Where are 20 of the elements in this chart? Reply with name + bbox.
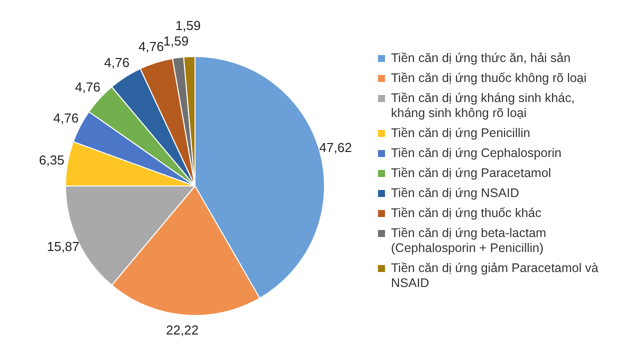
data-label: 1,59 bbox=[163, 33, 189, 48]
legend-label: Tiền căn dị ứng Cephalosporin bbox=[391, 146, 562, 160]
legend-label: Tiền căn dị ứng thuốc không rõ loại bbox=[391, 70, 587, 86]
legend-label: Tiền căn dị ứng giảm Paracetamol và NSAID bbox=[391, 260, 600, 290]
legend-label: Tiền căn dị ứng Paracetamol bbox=[391, 166, 552, 180]
data-label: 4,76 bbox=[138, 38, 164, 54]
legend-label: Tiền căn dị ứng thuốc khác bbox=[391, 206, 542, 220]
legend-label: Tiền căn dị ứng Penicillin bbox=[391, 126, 530, 140]
data-label: 6,35 bbox=[39, 152, 64, 168]
legend-label: Tiền căn dị ứng NSAID bbox=[391, 186, 520, 200]
data-label: 15,87 bbox=[46, 239, 80, 254]
data-label: 4,76 bbox=[104, 54, 130, 70]
data-label: 22,22 bbox=[166, 322, 199, 338]
data-label: 4,76 bbox=[75, 79, 100, 94]
legend-label: Tiền căn dị ứng kháng sinh khác, kháng sinh không rõ loại bbox=[391, 90, 576, 120]
data-label: 4,76 bbox=[53, 110, 79, 126]
data-label: 47,62 bbox=[319, 140, 352, 155]
legend-label: Tiền căn dị ứng thức ăn, hải sản bbox=[391, 50, 571, 66]
data-label: 1,59 bbox=[175, 18, 201, 34]
legend-label: Tiền căn dị ứng beta-lactam (Cephalosporin + Penicillin) bbox=[391, 226, 548, 256]
